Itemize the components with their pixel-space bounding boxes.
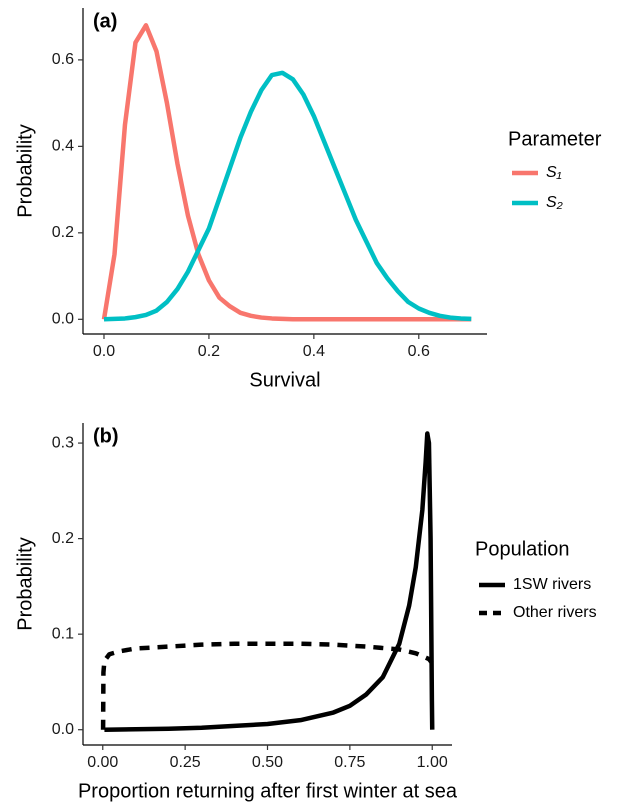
series-line	[101, 23, 472, 322]
y-tick-label: 0.0	[52, 311, 74, 328]
x-tick-label: 1.00	[417, 754, 448, 771]
series-line	[103, 70, 472, 322]
panel-label: (a)	[93, 10, 117, 32]
x-axis-title: Survival	[249, 369, 320, 391]
legend-label: S₂	[546, 194, 563, 211]
y-axis-title: Probability	[14, 537, 36, 630]
y-tick-label: 0.3	[52, 434, 74, 451]
legend-label: S₁	[546, 164, 562, 181]
y-tick-label: 0.2	[52, 530, 74, 547]
y-tick-label: 0.2	[52, 224, 74, 241]
legend-title: Population	[475, 538, 570, 560]
x-tick-label: 0.4	[303, 343, 325, 360]
legend-label: 1SW rivers	[513, 576, 591, 593]
x-tick-label: 0.00	[87, 754, 118, 771]
x-tick-label: 0.75	[334, 754, 365, 771]
x-tick-label: 0.25	[170, 754, 201, 771]
y-tick-label: 0.4	[52, 138, 74, 155]
x-axis-title: Proportion returning after first winter …	[78, 780, 458, 802]
x-tick-label: 0.50	[252, 754, 283, 771]
y-tick-label: 0.6	[52, 51, 74, 68]
series-line	[104, 431, 435, 732]
x-tick-label: 0.6	[408, 343, 430, 360]
legend-title: Parameter	[508, 128, 602, 150]
x-tick-label: 0.2	[198, 343, 220, 360]
x-tick-label: 0.0	[93, 343, 115, 360]
y-axis-title: Probability	[14, 124, 36, 217]
panel-label: (b)	[93, 425, 119, 447]
series-line	[100, 641, 434, 730]
legend-label: Other rivers	[513, 604, 597, 621]
y-tick-label: 0.1	[52, 625, 74, 642]
y-tick-label: 0.0	[52, 721, 74, 738]
